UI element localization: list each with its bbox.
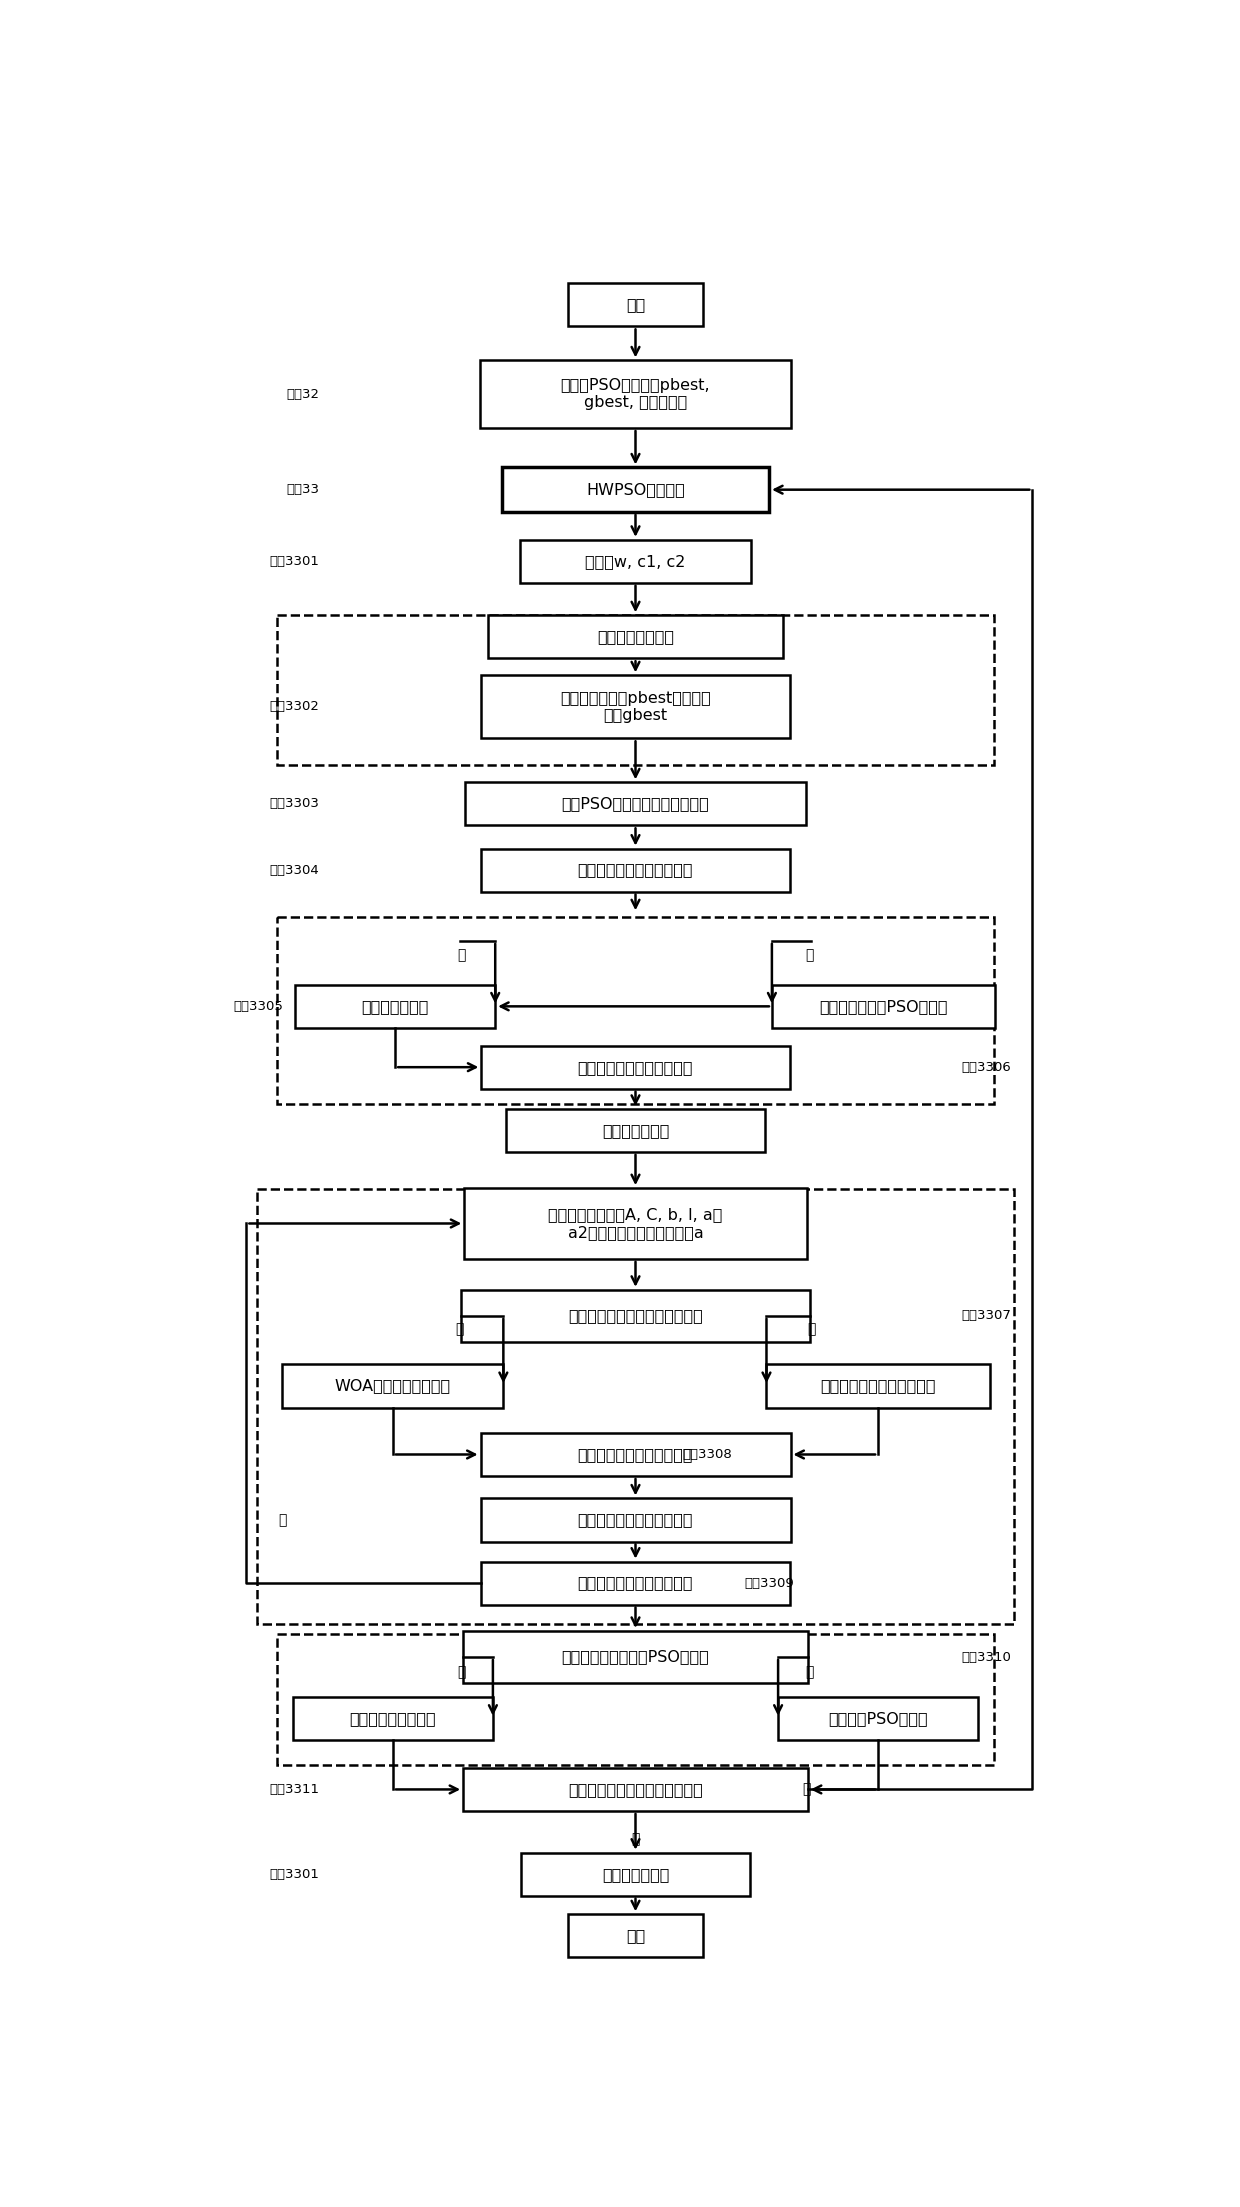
FancyBboxPatch shape <box>771 984 994 1028</box>
FancyBboxPatch shape <box>480 360 791 428</box>
Text: 使用鲸鱼最优解: 使用鲸鱼最优解 <box>362 1000 429 1013</box>
Text: 初始化w, c1, c2: 初始化w, c1, c2 <box>585 554 686 569</box>
Text: 步骤3305: 步骤3305 <box>233 1000 283 1013</box>
Text: 否: 否 <box>455 1322 464 1335</box>
FancyBboxPatch shape <box>463 1631 808 1684</box>
FancyBboxPatch shape <box>520 541 751 583</box>
Text: 计算当前鲸鱼最大迭代次数: 计算当前鲸鱼最大迭代次数 <box>578 1059 693 1075</box>
FancyBboxPatch shape <box>465 781 806 825</box>
Text: 当前适应值是否优于历史最优值: 当前适应值是否优于历史最优值 <box>568 1309 703 1324</box>
Text: 最优解为鲸鱼最优解: 最优解为鲸鱼最优解 <box>350 1710 436 1726</box>
Text: 步骤3303: 步骤3303 <box>269 797 320 810</box>
Text: 步骤33: 步骤33 <box>286 483 320 497</box>
Text: 储存局部最优到pbest，全局最
优到gbest: 储存局部最优到pbest，全局最 优到gbest <box>560 691 711 724</box>
FancyBboxPatch shape <box>464 1187 807 1258</box>
FancyBboxPatch shape <box>506 1108 765 1152</box>
Text: 根据边界检查并修正新位置: 根据边界检查并修正新位置 <box>578 863 693 878</box>
Text: 是: 是 <box>806 949 815 962</box>
FancyBboxPatch shape <box>489 616 782 658</box>
Text: 否: 否 <box>279 1514 288 1527</box>
FancyBboxPatch shape <box>481 1499 791 1540</box>
Text: 否: 否 <box>456 949 465 962</box>
Text: WOA将依照历史最优值: WOA将依照历史最优值 <box>335 1379 451 1393</box>
FancyBboxPatch shape <box>481 1432 791 1476</box>
Text: 是: 是 <box>631 1832 640 1847</box>
FancyBboxPatch shape <box>283 1364 503 1408</box>
Text: 根据PSO方程式更新速度和位置: 根据PSO方程式更新速度和位置 <box>562 797 709 812</box>
Text: 开始: 开始 <box>626 298 645 313</box>
Text: 依照鲸鱼初始化: 依照鲸鱼初始化 <box>601 1123 670 1139</box>
Text: 步骤3304: 步骤3304 <box>269 863 320 876</box>
Text: 结束: 结束 <box>626 1929 645 1942</box>
Text: 是: 是 <box>456 1666 465 1680</box>
Text: 步骤3301: 步骤3301 <box>269 1867 320 1880</box>
Text: 当前适应值变为历史最优值: 当前适应值变为历史最优值 <box>821 1379 936 1393</box>
Text: 否: 否 <box>802 1783 810 1796</box>
Text: 初始化PSO粒子群，pbest,
gbest, 鲸鱼最优解: 初始化PSO粒子群，pbest, gbest, 鲸鱼最优解 <box>560 377 711 411</box>
Text: 输出全局最优解: 输出全局最优解 <box>601 1867 670 1883</box>
Text: 混合算法迭代次数是否达到最大: 混合算法迭代次数是否达到最大 <box>568 1781 703 1796</box>
FancyBboxPatch shape <box>568 1913 703 1958</box>
Text: 步骤3306: 步骤3306 <box>961 1062 1011 1073</box>
FancyBboxPatch shape <box>521 1852 750 1896</box>
Text: HWPSO迭代开始: HWPSO迭代开始 <box>587 481 684 497</box>
Text: 否: 否 <box>806 1666 815 1680</box>
Text: 根据边界检查并修正新位置: 根据边界检查并修正新位置 <box>578 1512 693 1527</box>
FancyBboxPatch shape <box>481 1046 790 1088</box>
Text: 鲸鱼最优解是否优于PSO最优解: 鲸鱼最优解是否优于PSO最优解 <box>562 1649 709 1664</box>
FancyBboxPatch shape <box>463 1768 808 1812</box>
FancyBboxPatch shape <box>568 282 703 327</box>
Text: 步骤3310: 步骤3310 <box>961 1651 1011 1664</box>
Text: 鲸鱼最优解使用PSO最优解: 鲸鱼最优解使用PSO最优解 <box>820 1000 947 1013</box>
FancyBboxPatch shape <box>295 984 495 1028</box>
Text: 初始化鲸鱼参数（A, C, b, l, a和
a2）采用指数方式更新参数a: 初始化鲸鱼参数（A, C, b, l, a和 a2）采用指数方式更新参数a <box>548 1207 723 1240</box>
Text: 步骤32: 步骤32 <box>286 388 320 402</box>
FancyBboxPatch shape <box>502 468 769 512</box>
Text: 步骤3308: 步骤3308 <box>682 1448 732 1461</box>
FancyBboxPatch shape <box>766 1364 990 1408</box>
Text: 步骤3307: 步骤3307 <box>961 1309 1011 1322</box>
FancyBboxPatch shape <box>293 1697 494 1739</box>
Text: 是: 是 <box>807 1322 816 1335</box>
Text: 步骤3311: 步骤3311 <box>269 1783 320 1796</box>
Text: 步骤3309: 步骤3309 <box>744 1576 794 1589</box>
FancyBboxPatch shape <box>481 1563 790 1604</box>
Text: 步骤3302: 步骤3302 <box>269 700 320 713</box>
Text: 鲸鱼迭代次数是否达到最大: 鲸鱼迭代次数是否达到最大 <box>578 1576 693 1591</box>
Text: 根据鲸鱼算法方程更新位置: 根据鲸鱼算法方程更新位置 <box>578 1448 693 1461</box>
FancyBboxPatch shape <box>481 675 790 739</box>
Text: 最优解为PSO最优解: 最优解为PSO最优解 <box>828 1710 928 1726</box>
FancyBboxPatch shape <box>779 1697 978 1739</box>
FancyBboxPatch shape <box>481 847 790 892</box>
FancyBboxPatch shape <box>461 1289 810 1342</box>
Text: 适应值评估和比较: 适应值评估和比较 <box>596 629 675 644</box>
Text: 步骤3301: 步骤3301 <box>269 554 320 567</box>
